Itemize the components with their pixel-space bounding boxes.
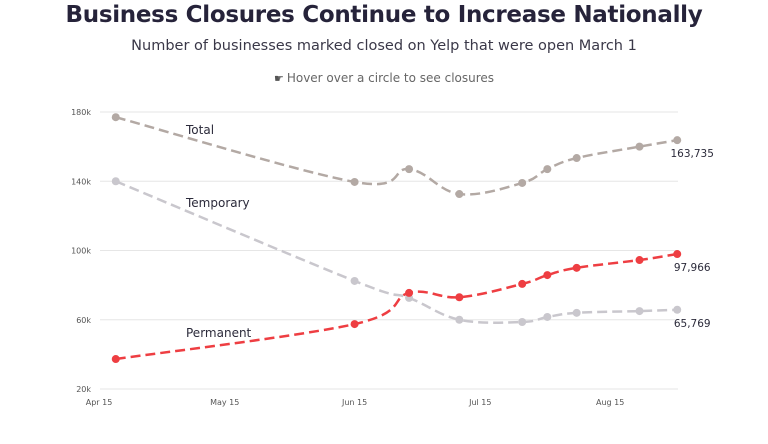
data-point-permanent[interactable] — [405, 288, 414, 297]
data-point-permanent[interactable] — [111, 355, 120, 364]
series-label-permanent: Permanent — [186, 326, 252, 340]
x-tick-label: Aug 15 — [596, 398, 624, 407]
chart-subtitle: Number of businesses marked closed on Ye… — [131, 38, 637, 54]
data-point-total[interactable] — [543, 165, 552, 174]
data-point-temporary[interactable] — [543, 312, 552, 321]
series-label-temporary: Temporary — [185, 196, 250, 210]
data-point-permanent[interactable] — [455, 293, 464, 302]
y-tick-label: 140k — [71, 177, 91, 186]
end-value-label-permanent: 97,966 — [674, 262, 711, 274]
x-tick-label: Apr 15 — [86, 398, 113, 407]
data-point-total[interactable] — [350, 177, 359, 186]
data-point-temporary[interactable] — [350, 276, 359, 285]
data-point-permanent[interactable] — [673, 250, 682, 259]
series-lines — [111, 113, 682, 364]
data-point-total[interactable] — [635, 142, 644, 151]
gridlines — [100, 111, 678, 390]
data-point-temporary[interactable] — [111, 177, 120, 186]
data-point-total[interactable] — [455, 190, 464, 199]
data-point-total[interactable] — [405, 165, 414, 174]
data-point-temporary[interactable] — [673, 305, 682, 314]
data-point-permanent[interactable] — [350, 320, 359, 329]
data-point-permanent[interactable] — [518, 279, 527, 288]
hover-hint-text: Hover over a circle to see closures — [286, 71, 495, 85]
data-point-temporary[interactable] — [635, 307, 644, 316]
data-point-temporary[interactable] — [572, 308, 581, 317]
end-value-label-total: 163,735 — [671, 148, 714, 160]
y-tick-label: 100k — [71, 247, 91, 256]
data-point-total[interactable] — [572, 154, 581, 163]
y-tick-label: 180k — [71, 108, 91, 117]
series-labels: Total 163,735 Temporary 65,769 Permanent 97,9… — [185, 123, 714, 340]
data-point-permanent[interactable] — [572, 263, 581, 272]
series-line-temporary — [115, 180, 678, 324]
x-tick-label: Jun 15 — [341, 398, 367, 407]
data-point-total[interactable] — [518, 178, 527, 187]
y-axis-ticks: 20k 60k 100k 140k 180k — [71, 108, 91, 394]
data-point-total[interactable] — [673, 136, 682, 145]
y-tick-label: 20k — [76, 385, 91, 394]
pointing-hand-icon: ☛ — [273, 72, 284, 85]
hover-hint: ☛ Hover over a circle to see closures — [0, 71, 768, 85]
data-point-total[interactable] — [111, 113, 120, 122]
x-axis-ticks: Apr 15 May 15 Jun 15 Jul 15 Aug 15 — [86, 398, 625, 407]
x-tick-label: Jul 15 — [468, 398, 491, 407]
data-point-permanent[interactable] — [543, 271, 552, 280]
data-point-temporary[interactable] — [518, 318, 527, 327]
series-line-total — [115, 115, 678, 196]
series-label-total: Total — [185, 123, 214, 137]
data-point-temporary[interactable] — [455, 315, 464, 324]
x-tick-label: May 15 — [210, 398, 239, 407]
data-point-permanent[interactable] — [635, 256, 644, 265]
end-value-label-temporary: 65,769 — [674, 318, 711, 330]
series-line-permanent — [115, 252, 678, 361]
y-tick-label: 60k — [76, 316, 91, 325]
chart-title: Business Closures Continue to Increase N… — [65, 2, 703, 28]
